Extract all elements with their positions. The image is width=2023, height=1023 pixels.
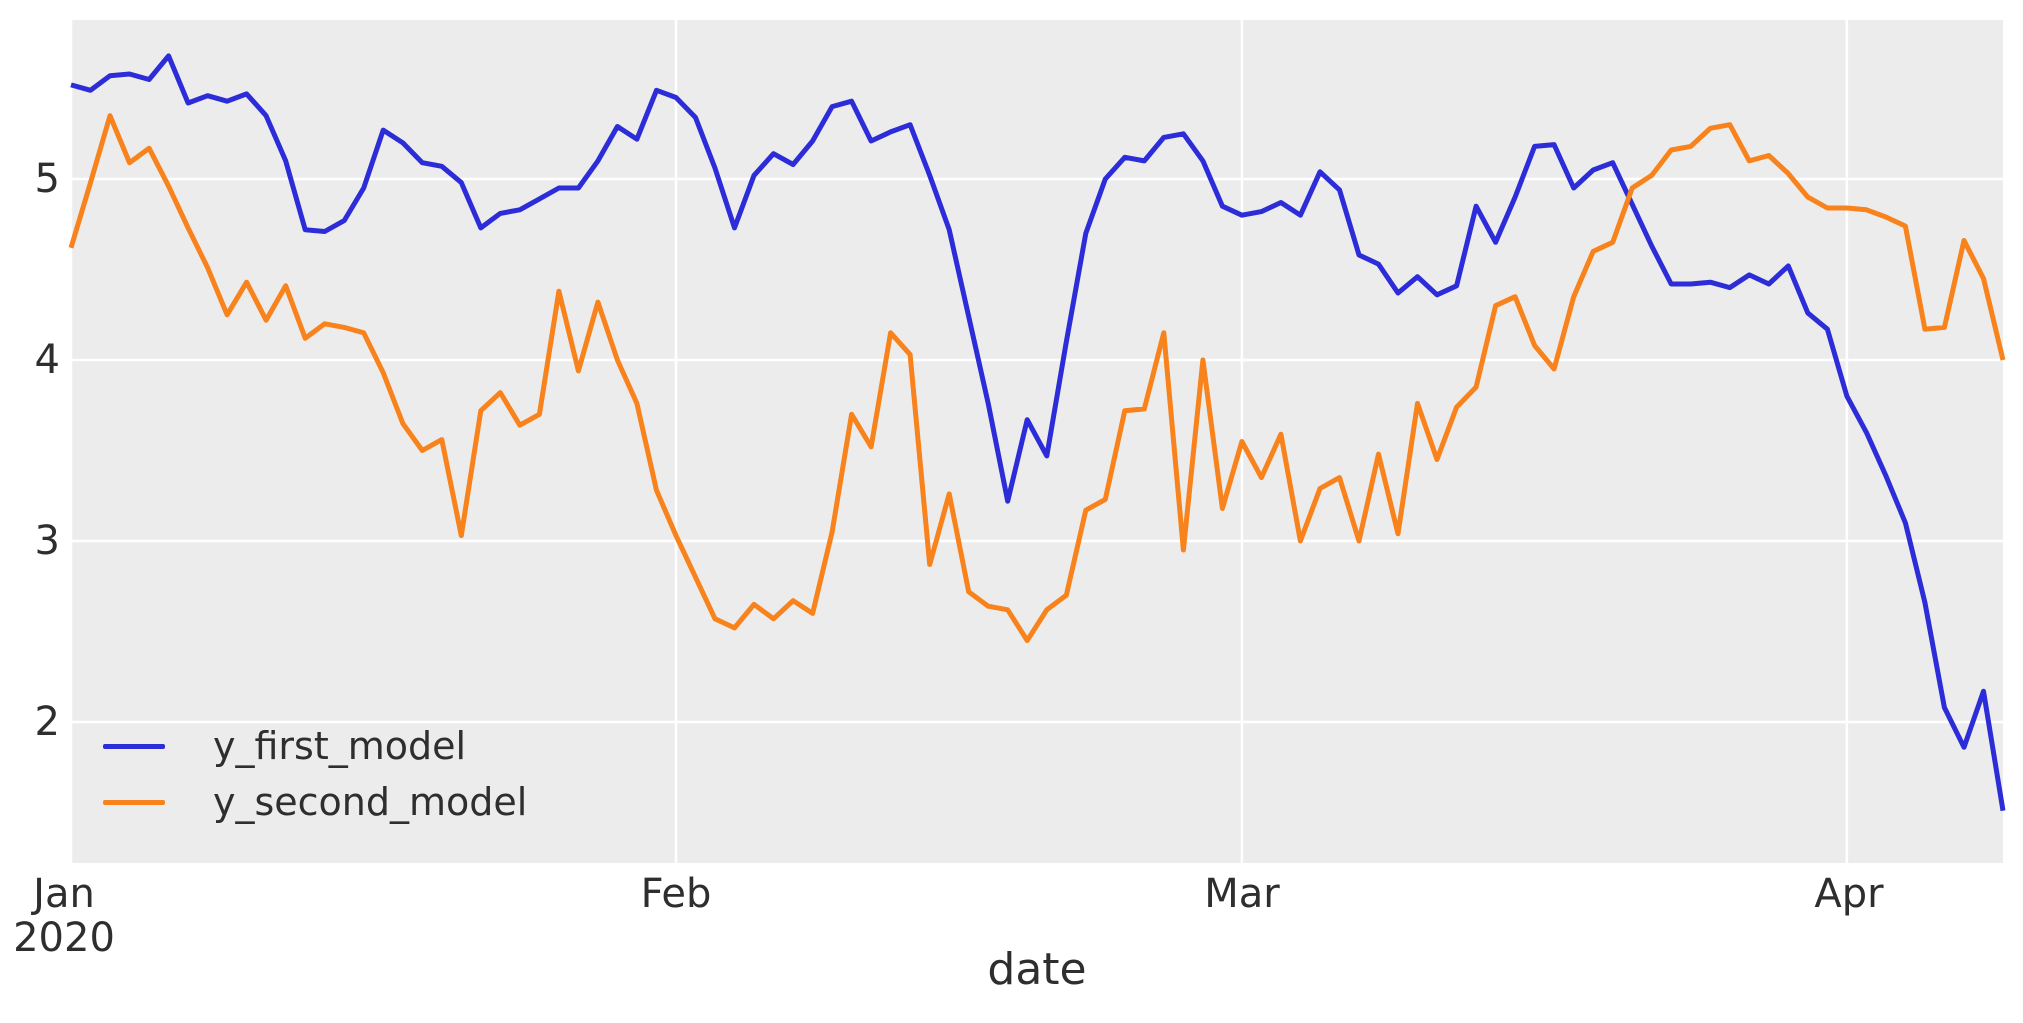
series-line-y_first_model [70, 53, 2006, 812]
ytick-5: 5 [34, 156, 60, 202]
legend-label-first-model: y_first_model [213, 724, 467, 768]
xtick-jan: Jan 2020 [0, 872, 144, 960]
ytick-3: 3 [34, 518, 60, 564]
xtick-mar: Mar [1204, 871, 1280, 917]
xtick-apr: Apr [1814, 871, 1884, 917]
xtick-jan-year: 2020 [13, 915, 115, 961]
legend: y_first_model y_second_model [103, 718, 527, 830]
legend-item-first-model: y_first_model [103, 718, 527, 774]
series-line-y_second_model [68, 113, 2006, 643]
legend-line-swatch-orange [103, 799, 165, 805]
ytick-4: 4 [34, 337, 60, 383]
legend-item-second-model: y_second_model [103, 774, 527, 830]
legend-label-second-model: y_second_model [213, 780, 528, 824]
x-axis-title: date [987, 944, 1087, 995]
xtick-feb: Feb [640, 871, 712, 917]
legend-line-swatch-blue [103, 743, 165, 749]
ytick-2: 2 [34, 699, 60, 745]
xtick-jan-month: Jan [33, 871, 95, 917]
